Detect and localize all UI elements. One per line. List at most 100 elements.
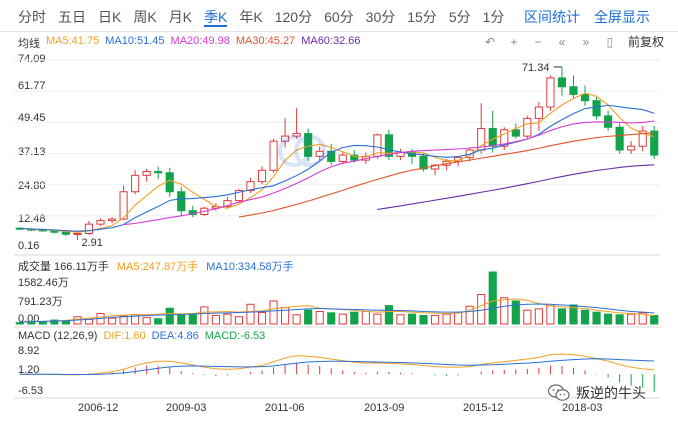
volume-tick: 1582.46万 (18, 277, 69, 289)
volume-bar (338, 313, 347, 325)
candle-body (650, 130, 659, 156)
candle-body (523, 117, 532, 137)
high-annotation: 71.34 (522, 62, 550, 74)
scroll-right-icon[interactable]: » (582, 35, 590, 49)
tab-period[interactable]: 季K (204, 9, 228, 27)
tab-period[interactable]: 周K (133, 9, 157, 25)
candle-body (488, 128, 497, 147)
price-tick: 49.45 (18, 112, 46, 124)
candle-body (350, 154, 359, 161)
volume-bar (604, 313, 613, 325)
ma60-line (377, 164, 655, 211)
ma60-value: MA60:32.66 (301, 35, 361, 47)
volume-bar (200, 306, 209, 325)
candle-body (627, 145, 636, 151)
tab-period[interactable]: 5分 (448, 9, 471, 25)
candle-body (234, 189, 244, 202)
candle-body (592, 100, 601, 117)
volume-bar (523, 309, 532, 325)
macd-tick: -6.53 (18, 385, 44, 397)
ma5-line (19, 92, 655, 233)
volume-bar (107, 317, 117, 325)
tab-period[interactable]: 15分 (407, 9, 437, 25)
volume-bar (154, 318, 163, 325)
x-tick: 2009-03 (166, 402, 207, 414)
tab-period[interactable]: 日K (98, 9, 122, 25)
volume-bar (477, 293, 486, 325)
volume-bar (511, 300, 520, 325)
volume-bar (234, 316, 244, 325)
volume-bar (546, 305, 555, 325)
candle-body (338, 154, 347, 162)
period-tabs: 分时 五日 日K 周K 月K 季K 年K 120分 60分 30分 15分 5分 1分 (18, 7, 516, 27)
volume-bar (292, 314, 301, 325)
volume-legend: 成交量 166.11万手 MA5:247.87万手 MA10:334.58万手 (18, 258, 302, 274)
scroll-left-icon[interactable]: « (558, 35, 566, 49)
macd-tick: 8.92 (18, 345, 40, 357)
candle-body (534, 106, 543, 119)
x-tick: 2015-12 (463, 402, 504, 414)
volume-bar (650, 314, 659, 325)
volume-bar (592, 311, 601, 325)
candle-body (569, 86, 578, 95)
candle-body (165, 172, 174, 193)
candle-body (96, 220, 105, 225)
candle-body (223, 200, 232, 207)
ma30-value: MA30:45.27 (235, 35, 296, 47)
volume-bar (580, 309, 590, 325)
volume-bar (384, 305, 393, 325)
ma10-line (19, 104, 655, 232)
volume-bar (165, 307, 174, 325)
volume-bar (361, 311, 370, 325)
right-links: 区间统计 全屏显示 (510, 7, 650, 27)
volume-bar (211, 314, 220, 325)
watermark-logo-icon (278, 135, 326, 167)
candle-body (327, 150, 336, 162)
reset-icon[interactable]: ↶ (484, 35, 496, 49)
volume-bar (442, 313, 451, 325)
volume-bar (569, 304, 578, 325)
candle-body (73, 232, 82, 235)
watermark-text: 叛逆的牛头 (576, 385, 646, 401)
tab-period[interactable]: 五日 (58, 9, 86, 25)
tab-period[interactable]: 年K (239, 9, 263, 25)
range-stats-link[interactable]: 区间统计 (524, 9, 580, 25)
tab-period[interactable]: 分时 (18, 9, 46, 25)
candle-body (384, 134, 393, 157)
volume-bar (142, 316, 151, 325)
zoom-out-icon[interactable]: − (534, 35, 542, 49)
volume-tick: 791.23万 (18, 296, 63, 308)
candle-body (557, 77, 567, 88)
volume-bar (627, 313, 636, 325)
volume-bar (557, 308, 567, 325)
ma20-value: MA20:49.98 (170, 35, 230, 47)
tab-period[interactable]: 1分 (482, 9, 505, 25)
candle-body (177, 191, 186, 212)
tab-period[interactable]: 60分 (324, 9, 354, 25)
tab-period[interactable]: 30分 (365, 9, 396, 25)
volume-bar (500, 297, 509, 325)
fullscreen-link[interactable]: 全屏显示 (594, 9, 650, 25)
fuquan-button[interactable]: 前复权 (627, 35, 664, 49)
candle-body (304, 133, 313, 157)
volume-bar (84, 318, 94, 325)
volume-bar (188, 313, 197, 325)
candle-body (638, 130, 647, 147)
volume-bar (419, 314, 428, 325)
candle-body (131, 174, 140, 193)
chart-toolbar: ↶ + − « » ▯ 前复权 (476, 33, 664, 51)
zoom-in-icon[interactable]: + (510, 35, 518, 49)
candle-body (107, 218, 117, 222)
volume-ma5: MA5:247.87万手 (116, 261, 199, 273)
tab-period[interactable]: 月K (168, 9, 193, 25)
candle-body (246, 181, 255, 191)
candle-body (419, 155, 428, 170)
volume-bar (246, 303, 255, 325)
volume-bar (396, 314, 405, 325)
toggle-icon[interactable]: ▯ (606, 35, 614, 49)
tab-period[interactable]: 120分 (274, 9, 313, 25)
volume-bar (407, 313, 417, 325)
ma5-value: MA5:41.75 (46, 35, 100, 47)
volume-ma10-line (19, 303, 655, 323)
